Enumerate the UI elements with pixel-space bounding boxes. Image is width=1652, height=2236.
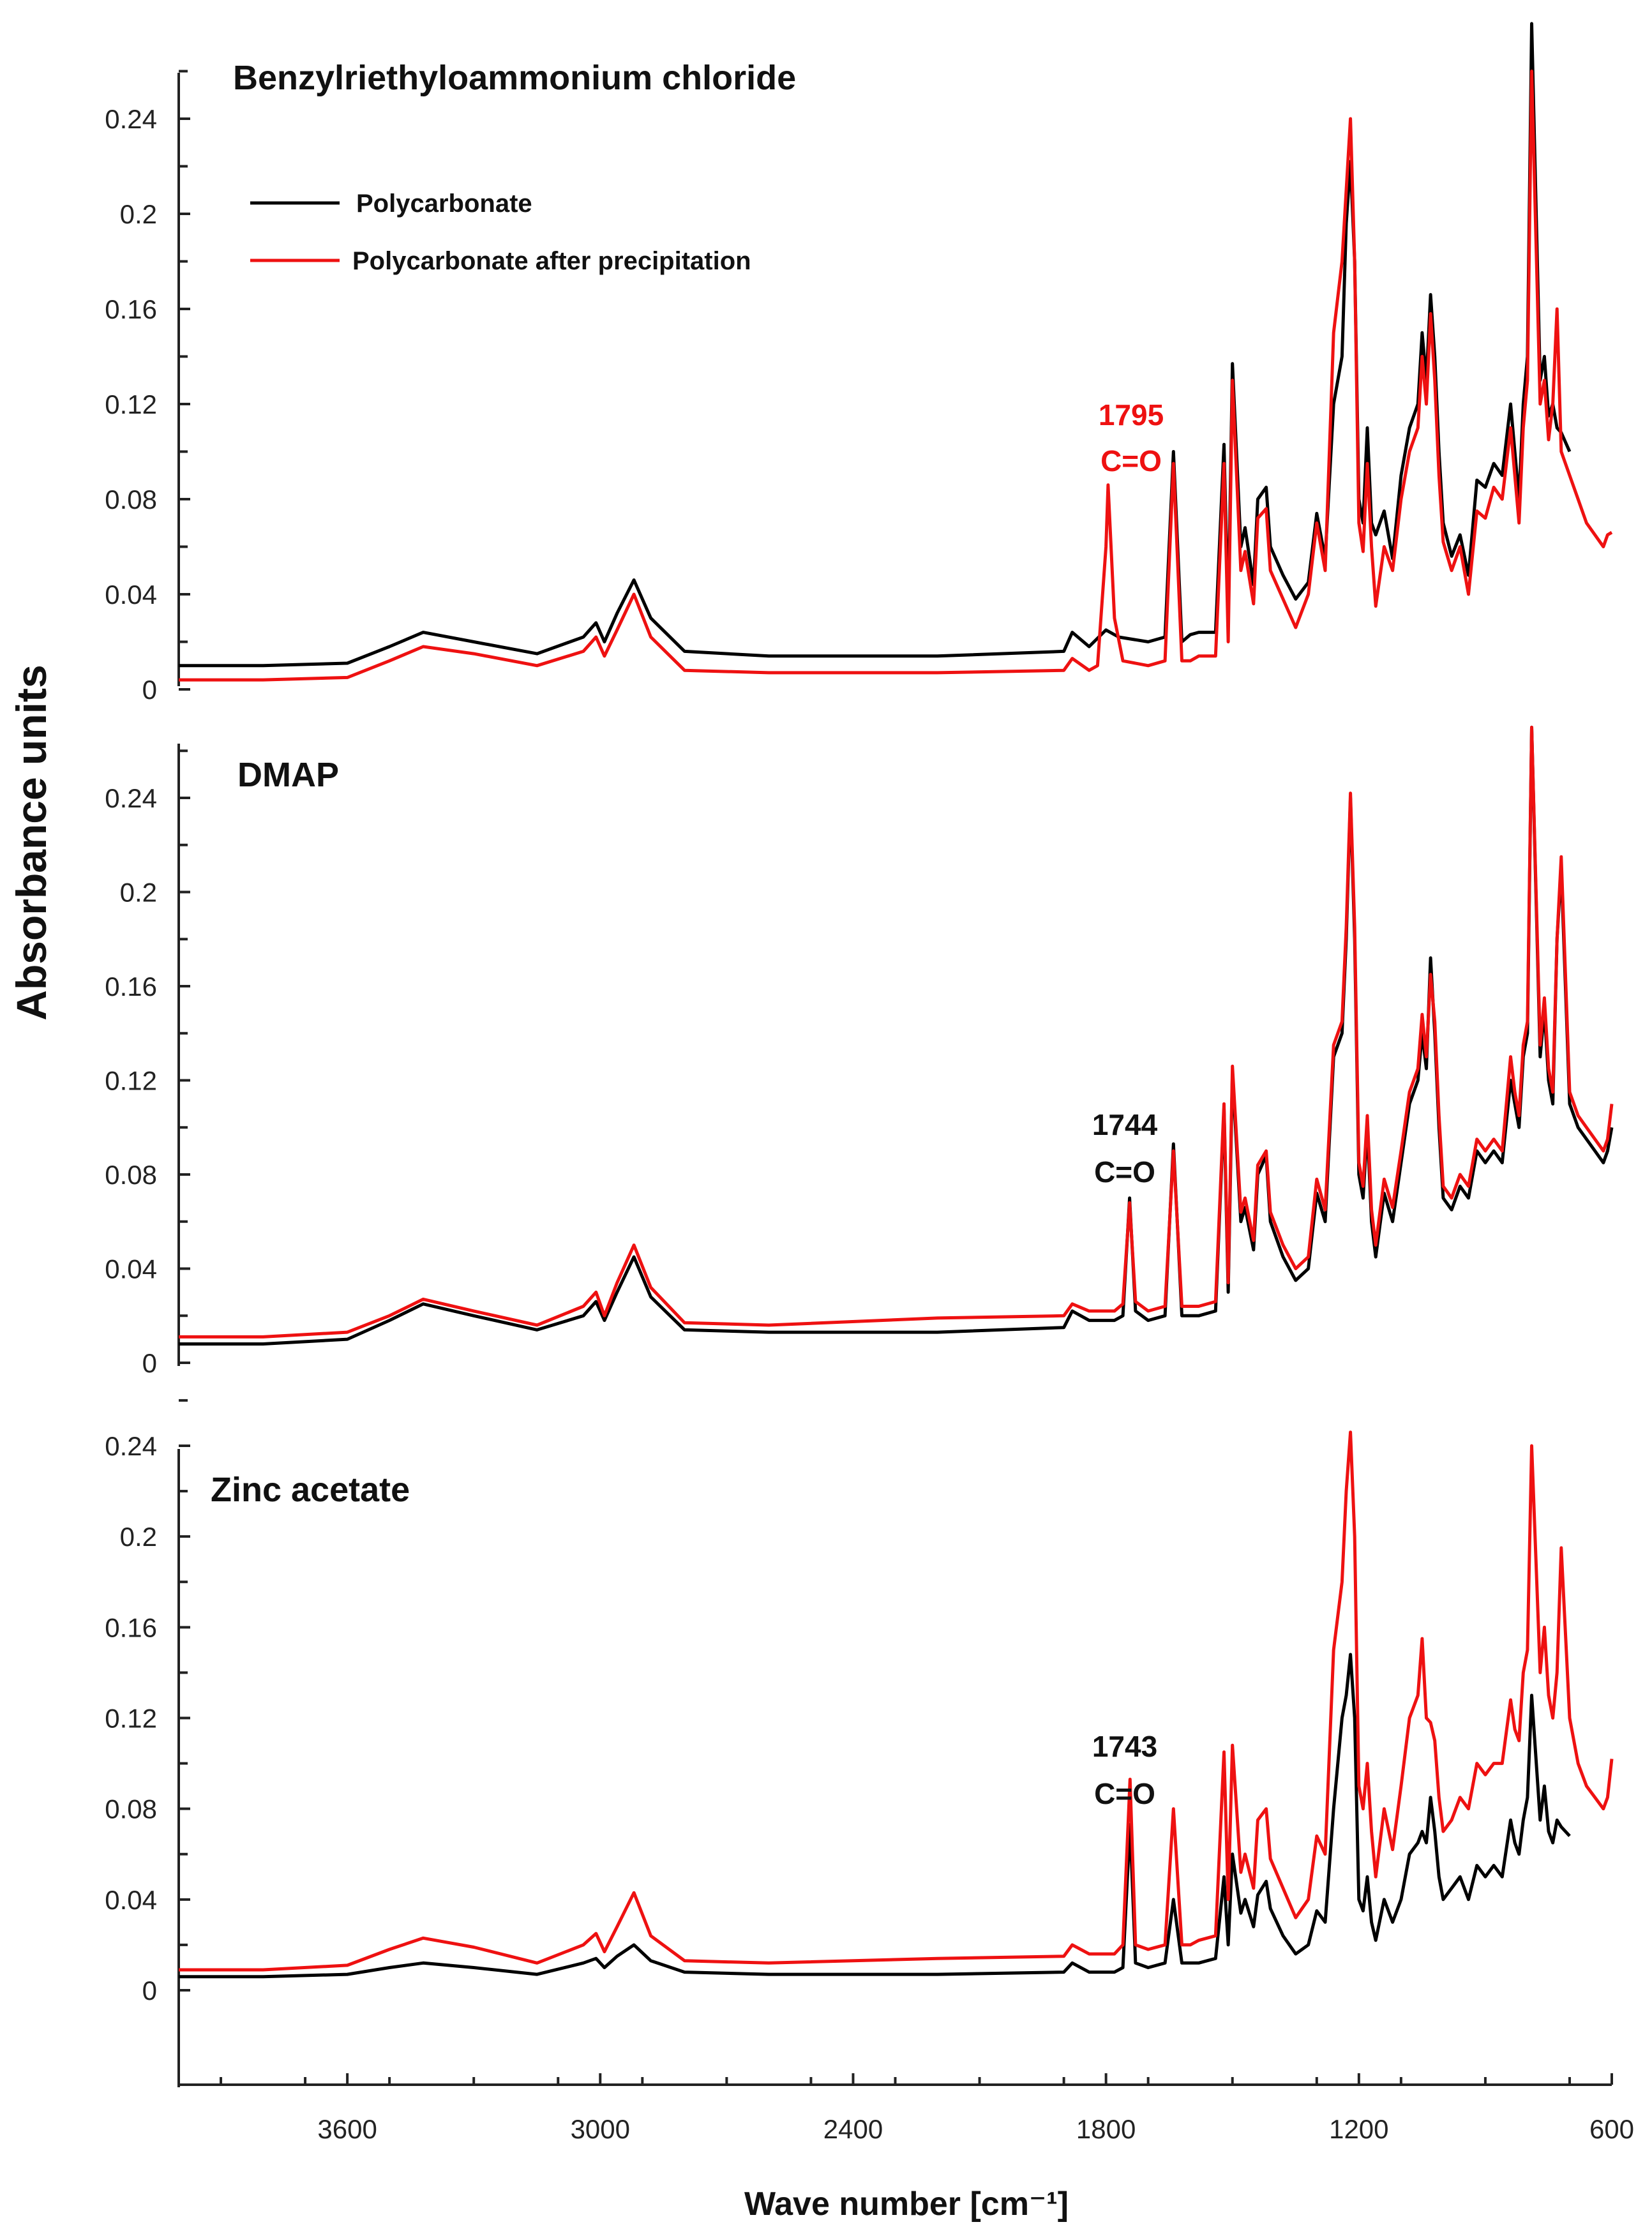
panel-3-series-after bbox=[179, 1430, 1614, 1972]
panel-2-y-tick-label: 0.04 bbox=[105, 1254, 157, 1284]
x-axis-ticks: 3600 3000 2400 1800 1200 600 bbox=[220, 2073, 1634, 2144]
panel-3-y-tick-label: 0.24 bbox=[105, 1431, 157, 1461]
panel-1: 0 0.04 0.08 0.12 0.16 0.2 0.24 Benzylriethyloa… bbox=[105, 22, 1613, 705]
x-tick-label: 2400 bbox=[823, 2114, 883, 2144]
panel-3-y-tick-label: 0.12 bbox=[105, 1704, 157, 1734]
panel-2-y-tick-label: 0.16 bbox=[105, 972, 157, 1002]
x-tick-label: 1800 bbox=[1076, 2114, 1136, 2144]
panel-1-y-tick-label: 0.04 bbox=[105, 580, 157, 610]
x-tick-label: 3600 bbox=[317, 2114, 377, 2144]
panel-2-annotation-wavenumber: 1744 bbox=[1092, 1108, 1158, 1141]
panel-2-y-tick-label: 0.2 bbox=[120, 878, 157, 908]
panel-3-y-tick-label: 0.16 bbox=[105, 1612, 157, 1642]
panel-3: 0 0.04 0.08 0.12 0.16 0.2 0.24 3600 3000 2400 180… bbox=[105, 1399, 1634, 2144]
panel-2-series-after bbox=[179, 725, 1614, 1339]
panel-2-series bbox=[179, 725, 1614, 1346]
panel-2-y-tick-label: 0.24 bbox=[105, 783, 157, 813]
panel-3-annotation-label: C=O bbox=[1094, 1777, 1155, 1810]
panel-1-series bbox=[179, 22, 1613, 682]
legend-after-label: Polycarbonate after precipitation bbox=[352, 247, 751, 275]
x-tick-label: 600 bbox=[1589, 2114, 1634, 2144]
panel-1-series-after bbox=[179, 70, 1613, 682]
panel-3-annotation-wavenumber: 1743 bbox=[1092, 1730, 1157, 1763]
panel-1-title: Benzylriethyloammonium chloride bbox=[233, 59, 796, 97]
panel-3-y-tick-label: 0.08 bbox=[105, 1794, 157, 1824]
panel-3-y-tick-label: 0.04 bbox=[105, 1885, 157, 1915]
panel-3-y-tick-label: 0 bbox=[142, 1976, 157, 2006]
x-axis-label: Wave number [cm⁻¹] bbox=[744, 2186, 1069, 2223]
x-tick-label: 1200 bbox=[1329, 2114, 1388, 2144]
panel-1-annotation-label: C=O bbox=[1100, 444, 1162, 477]
panel-1-series-before bbox=[179, 22, 1572, 668]
panel-2-series-before bbox=[179, 725, 1614, 1346]
panel-2-y-tick-label: 0.12 bbox=[105, 1066, 157, 1096]
panel-1-y-tick-label: 0.2 bbox=[120, 199, 157, 229]
panel-1-annotation-wavenumber: 1795 bbox=[1099, 398, 1164, 431]
panel-2-y-tick-label: 0 bbox=[142, 1348, 157, 1378]
panel-1-y-tick-label: 0.12 bbox=[105, 389, 157, 419]
panel-1-y-tick-label: 0.16 bbox=[105, 294, 157, 324]
panel-3-y-tick-label: 0.2 bbox=[120, 1522, 157, 1552]
panel-1-y-tick-label: 0 bbox=[142, 675, 157, 705]
legend-before-label: Polycarbonate bbox=[356, 190, 532, 218]
panel-3-series bbox=[179, 1430, 1614, 1979]
y-axis-label: Absorbance units bbox=[8, 664, 55, 1020]
panel-2-y-ticks: 0 0.04 0.08 0.12 0.16 0.2 0.24 bbox=[105, 749, 190, 1378]
panel-3-series-before bbox=[179, 1653, 1571, 1979]
panel-1-y-tick-label: 0.08 bbox=[105, 484, 157, 514]
panel-2-y-tick-label: 0.08 bbox=[105, 1160, 157, 1190]
x-tick-label: 3000 bbox=[571, 2114, 630, 2144]
panel-2: 0 0.04 0.08 0.12 0.16 0.2 0.24 DMAP 1744 C=O bbox=[105, 725, 1614, 1378]
panel-2-title: DMAP bbox=[237, 756, 339, 794]
legend: Polycarbonate Polycarbonate after precip… bbox=[250, 190, 751, 275]
panel-3-y-ticks: 0 0.04 0.08 0.12 0.16 0.2 0.24 bbox=[105, 1399, 190, 2006]
panel-1-y-ticks: 0 0.04 0.08 0.12 0.16 0.2 0.24 bbox=[105, 70, 190, 705]
panel-2-annotation-label: C=O bbox=[1094, 1155, 1155, 1189]
panel-3-title: Zinc acetate bbox=[211, 1471, 410, 1509]
panel-1-y-tick-label: 0.24 bbox=[105, 104, 157, 134]
